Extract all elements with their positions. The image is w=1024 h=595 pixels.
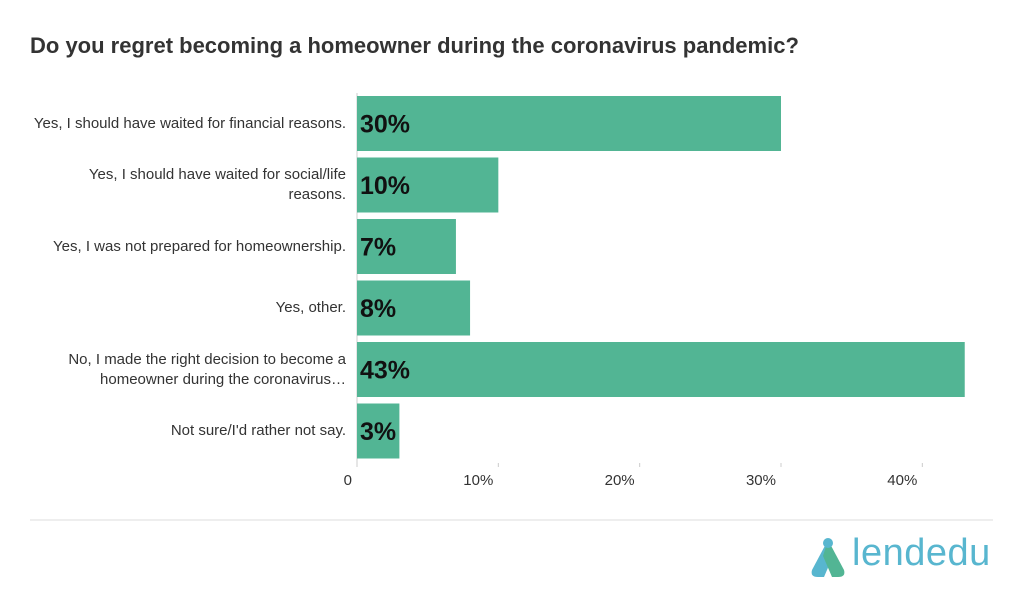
x-tick-label: 40% (887, 472, 917, 489)
bar (357, 342, 965, 397)
x-tick-label: 30% (746, 472, 776, 489)
x-tick-label: 20% (605, 472, 635, 489)
chart-title: Do you regret becoming a homeowner durin… (30, 33, 799, 58)
y-tick-label: Yes, I was not prepared for homeownershi… (53, 237, 346, 255)
value-label: 10% (360, 172, 410, 200)
bar (357, 219, 456, 274)
value-label: 43% (360, 357, 410, 385)
y-tick-label: Not sure/I'd rather not say. (170, 422, 346, 439)
y-tick-label: Yes, other. (275, 299, 346, 316)
y-tick-label: No, I made the right decision to become … (68, 350, 346, 388)
y-tick-label: Yes, I should have waited for social/lif… (88, 166, 346, 203)
value-label: 8% (360, 295, 396, 323)
logo-icon (811, 538, 845, 577)
y-tick-label: Yes, I should have waited for financial … (33, 114, 346, 132)
logo-text: lendedu (852, 532, 991, 574)
value-label: 3% (360, 418, 396, 446)
bar (357, 96, 781, 151)
value-label: 7% (360, 234, 396, 262)
x-tick-label: 10% (463, 472, 493, 489)
value-label: 30% (360, 111, 410, 139)
x-tick-label: 0 (344, 472, 352, 489)
bar (357, 280, 471, 336)
bar (357, 157, 499, 213)
bar (357, 403, 400, 459)
